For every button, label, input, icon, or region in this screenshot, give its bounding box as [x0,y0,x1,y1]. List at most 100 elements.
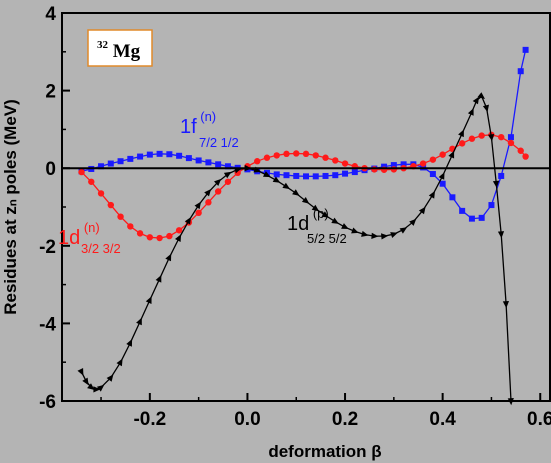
data-point [166,232,173,240]
data-point [332,172,339,179]
data-point [204,189,212,197]
data-point [311,204,320,212]
data-point [459,207,466,214]
data-point [93,386,101,393]
data-point [175,227,183,234]
y-tick-label: -6 [39,392,56,413]
nucleus-label: 32 Mg [87,29,153,67]
data-point [263,154,271,161]
data-point [428,190,435,199]
data-point [492,180,500,188]
data-point [156,150,163,157]
series-label-1f-n-sup: (n) [200,109,216,124]
data-point [409,218,417,226]
data-point [468,215,475,222]
data-point [96,384,105,392]
data-point [146,151,153,158]
data-point [351,227,359,234]
nucleus-element: Mg [113,41,141,62]
data-point [282,182,290,190]
data-point [302,150,310,158]
data-point [263,171,271,178]
data-point [176,152,183,159]
data-point [97,190,105,197]
x-tick-label: -0.2 [133,409,166,430]
series-label-1f-n-main: 1f [180,116,197,138]
series-label-1d-p-sub: 5/2 5/2 [307,231,347,246]
data-point [155,275,162,283]
data-point [390,232,398,238]
data-point [127,223,134,230]
data-point [522,46,529,53]
data-point [301,197,310,204]
data-point [429,171,436,178]
data-point [507,134,514,141]
data-point [322,154,329,161]
data-point [195,209,202,217]
data-point [292,189,300,196]
data-point [254,158,261,165]
data-point [214,188,222,195]
x-tick-label: 0.2 [332,409,358,430]
data-point [342,170,349,177]
data-point [136,317,142,326]
series-label-1d-n-sup: (n) [84,220,100,235]
series-label-1f-n-sub: 7/2 1/2 [199,135,239,150]
data-point [478,132,485,139]
data-point [82,377,89,386]
data-point [488,202,495,209]
data-point [439,151,446,158]
data-point [478,214,485,221]
data-point [127,155,134,162]
data-point [517,68,524,75]
y-tick-label: 2 [45,82,56,103]
series-label-1d-p-sup: (p) [313,206,329,221]
data-point [224,163,231,170]
data-point [283,172,290,179]
data-point [439,180,446,187]
y-tick-label: 0 [45,159,56,180]
data-point [107,160,114,167]
data-point [272,176,281,183]
data-point [106,374,114,382]
data-point [488,134,495,142]
data-point [117,158,124,165]
data-point [136,230,144,237]
data-point [371,232,379,239]
data-point [145,296,152,304]
x-tick-label: 0.6 [527,409,551,430]
data-point [351,169,358,176]
data-point [215,161,222,168]
data-point [195,157,202,164]
data-point [77,368,84,376]
data-point [322,172,329,179]
series-label-1d-n-sub: 3/2 3/2 [81,241,121,256]
data-point [331,217,339,224]
x-tick-label: 0.4 [429,409,456,430]
data-point [165,253,172,262]
data-point [78,168,85,176]
data-point [273,152,280,159]
data-point [361,230,369,237]
data-point [293,172,300,179]
ticks-layer: -0.2 0.0 0.2 0.4 0.6 4 2 0 -2 -4 -6 [39,4,551,430]
data-point [341,223,349,229]
data-point [497,231,505,239]
data-point [448,150,455,159]
plot-area [62,13,550,401]
data-point [332,157,339,164]
data-point [214,178,222,186]
data-point [146,234,154,241]
data-point [507,139,515,147]
data-point [283,150,290,158]
data-point [400,161,407,168]
data-point [117,213,124,220]
data-point [522,153,529,160]
x-tick-label: 0.0 [234,409,260,430]
data-point [126,339,133,347]
svg-text:32 Mg: 32 Mg [97,32,141,62]
series-label-1d-n: 1d (n) [58,220,100,249]
series-label-1d-p-main: 1d [287,213,309,235]
data-point [517,147,524,154]
